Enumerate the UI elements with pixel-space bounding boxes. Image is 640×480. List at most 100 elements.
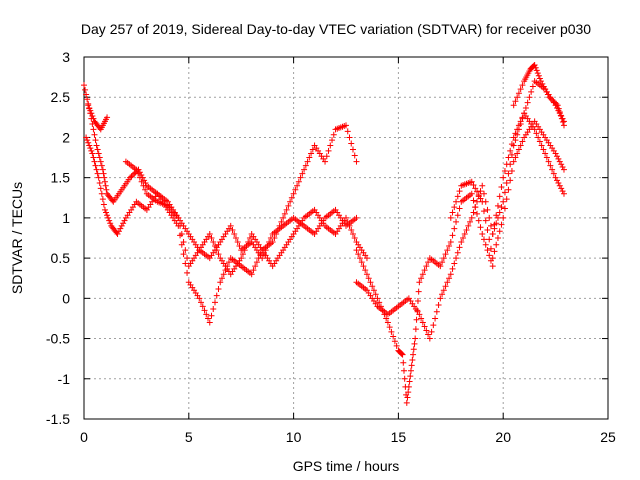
y-tick-label: 2.5 [51, 89, 71, 105]
data-point [538, 142, 545, 149]
data-point [129, 171, 136, 178]
data-point [543, 88, 550, 95]
data-point [322, 158, 329, 165]
x-tick-label: 10 [286, 429, 302, 445]
data-point [560, 190, 567, 197]
data-point [213, 292, 220, 299]
data-point [442, 283, 449, 290]
data-point [210, 306, 217, 313]
data-point [390, 333, 397, 340]
data-point [87, 145, 94, 152]
data-point [442, 251, 449, 258]
data-point [547, 162, 554, 169]
data-point [360, 263, 367, 270]
data-point [231, 230, 238, 237]
data-point [556, 182, 563, 189]
series-sat-c [85, 102, 111, 133]
data-point [115, 228, 122, 235]
data-point [456, 244, 463, 251]
data-point [370, 287, 377, 294]
data-point [539, 80, 546, 87]
data-point [552, 174, 559, 181]
data-point [348, 140, 355, 147]
data-point [100, 201, 107, 208]
data-point [101, 178, 108, 185]
data-point [498, 184, 505, 191]
data-point [229, 226, 236, 233]
data-point [398, 350, 405, 357]
data-point [416, 311, 423, 318]
data-point [475, 217, 482, 224]
data-point [114, 230, 121, 237]
data-point [292, 186, 299, 193]
data-point [515, 122, 522, 129]
data-point [85, 102, 92, 109]
data-point [99, 166, 106, 173]
data-point [486, 252, 493, 259]
data-point [412, 326, 419, 333]
data-point [401, 375, 408, 382]
data-point [550, 98, 557, 105]
data-point [203, 311, 210, 318]
y-tick-label: 0.5 [51, 250, 71, 266]
data-points [81, 62, 567, 406]
data-point [477, 224, 484, 231]
data-point [250, 267, 257, 274]
data-point [107, 220, 114, 227]
data-point [477, 188, 484, 195]
data-point [535, 134, 542, 141]
data-point [81, 82, 87, 89]
data-point [468, 190, 475, 197]
data-point [100, 170, 107, 177]
data-point [89, 150, 96, 157]
data-point [453, 218, 460, 225]
data-point [414, 298, 421, 305]
data-point [500, 174, 507, 181]
data-point [433, 308, 440, 315]
data-point [549, 166, 556, 173]
data-point [88, 147, 95, 154]
data-point [557, 112, 564, 119]
data-point [120, 220, 127, 227]
data-point [470, 197, 477, 204]
data-point [440, 287, 447, 294]
data-point [218, 275, 225, 282]
series-sat-g [447, 118, 567, 262]
data-point [517, 142, 524, 149]
data-point [88, 110, 95, 117]
data-point [206, 230, 213, 237]
data-point [101, 206, 108, 213]
data-point [503, 196, 510, 203]
data-point [407, 367, 414, 374]
data-point [98, 190, 105, 197]
data-point [484, 206, 491, 213]
data-point [475, 192, 482, 199]
data-point [552, 150, 559, 157]
y-tick-label: 3 [62, 49, 70, 65]
data-point [294, 182, 301, 189]
data-point [365, 275, 372, 282]
data-point [96, 180, 103, 187]
data-point [363, 271, 370, 278]
data-point [553, 100, 560, 107]
data-point [94, 146, 101, 153]
data-point [542, 150, 549, 157]
data-point [117, 225, 124, 232]
x-tick-label: 25 [600, 429, 616, 445]
data-point [484, 247, 491, 254]
data-point [82, 86, 89, 93]
data-point [519, 114, 526, 121]
data-point [551, 99, 558, 106]
data-point [553, 177, 560, 184]
data-point [479, 230, 486, 237]
data-point [463, 226, 470, 233]
data-point [199, 303, 206, 310]
data-point [559, 163, 566, 170]
data-point [409, 357, 416, 364]
data-point [421, 323, 428, 330]
data-point [435, 302, 442, 309]
data-point [533, 67, 540, 74]
data-point [281, 210, 288, 217]
data-point [482, 217, 489, 224]
data-point [491, 248, 498, 255]
